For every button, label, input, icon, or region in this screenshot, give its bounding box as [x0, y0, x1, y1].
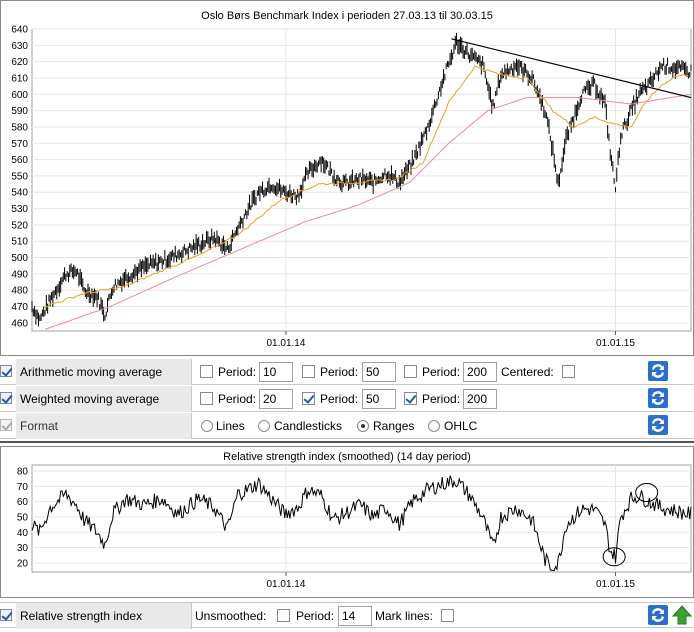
- price-y-tick-label: 560: [11, 155, 28, 166]
- weighted-ma-p2-input[interactable]: 50: [362, 389, 396, 409]
- format-ohlc-radio[interactable]: [428, 420, 440, 432]
- rsi-x-tick-label: 01.01.15: [596, 579, 635, 590]
- rsi-y-tick-label: 50: [17, 512, 29, 523]
- format-candlesticks-radio[interactable]: [258, 420, 270, 432]
- arith-ma-label: Arithmetic moving average: [16, 359, 192, 385]
- weighted-ma-toggle[interactable]: [0, 392, 12, 404]
- price-y-tick-label: 520: [11, 220, 28, 231]
- price-y-tick-label: 550: [11, 171, 28, 182]
- weighted-ma-p3-check[interactable]: [404, 392, 417, 405]
- arith-ma-row: Arithmetic moving average Period: 10 Per…: [0, 359, 694, 385]
- rsi-x-tick-label: 01.01.14: [266, 579, 305, 590]
- format-lines-radio[interactable]: [201, 420, 213, 432]
- price-y-tick-label: 570: [11, 139, 28, 150]
- trend-line: [451, 38, 692, 99]
- unsmoothed-check[interactable]: [277, 609, 290, 622]
- centered-label: Centered:: [501, 365, 554, 379]
- price-y-tick-label: 530: [11, 204, 28, 215]
- format-row: Format Lines Candlesticks Ranges OHLC: [0, 413, 694, 439]
- price-y-tick-label: 480: [11, 286, 28, 297]
- price-y-tick-label: 630: [11, 41, 28, 52]
- unsmoothed-label: Unsmoothed:: [195, 609, 267, 623]
- price-y-tick-label: 500: [11, 253, 28, 264]
- arith-ma-p3-check[interactable]: [404, 365, 417, 378]
- weighted-ma-p1-check[interactable]: [200, 392, 213, 405]
- price-range-bars: [31, 32, 692, 327]
- rsi-y-tick-label: 70: [17, 482, 29, 493]
- price-x-tick-label: 01.01.14: [266, 338, 305, 349]
- weighted-moving-average-200-line: [44, 93, 692, 330]
- format-label: Format: [16, 413, 192, 439]
- arith-ma-p2-input[interactable]: 50: [362, 362, 396, 382]
- rsi-chart: Relative strength index (smoothed) (14 d…: [0, 446, 694, 598]
- price-y-tick-label: 540: [11, 188, 28, 199]
- rsi-y-tick-label: 80: [17, 467, 29, 478]
- rsi-marker-circle: [602, 547, 626, 567]
- mark-lines-check[interactable]: [441, 609, 454, 622]
- format-ranges-radio[interactable]: [357, 420, 369, 432]
- arith-ma-p2-check[interactable]: [302, 365, 315, 378]
- refresh-icon[interactable]: [648, 415, 668, 435]
- centered-check[interactable]: [562, 365, 575, 378]
- rsi-label: Relative strength index: [16, 603, 192, 629]
- price-y-tick-label: 600: [11, 90, 28, 101]
- format-ohlc-label: OHLC: [444, 419, 478, 433]
- price-x-tick-label: 01.01.15: [596, 338, 635, 349]
- move-up-arrow-icon[interactable]: [672, 605, 692, 625]
- weighted-ma-p2-label: Period:: [320, 392, 359, 406]
- format-candlesticks-label: Candlesticks: [274, 419, 343, 433]
- arith-ma-p1-check[interactable]: [200, 365, 213, 378]
- format-toggle[interactable]: [0, 419, 12, 431]
- weighted-ma-p2-check[interactable]: [302, 392, 315, 405]
- refresh-icon[interactable]: [648, 605, 668, 625]
- rsi-period-label: Period:: [296, 609, 335, 623]
- rsi-y-tick-label: 30: [17, 543, 29, 554]
- rsi-period-input[interactable]: 14: [338, 606, 372, 626]
- price-y-tick-label: 620: [11, 57, 28, 68]
- price-chart: Oslo Børs Benchmark Index i perioden 27.…: [0, 0, 694, 356]
- arith-ma-p2-label: Period:: [320, 365, 359, 379]
- rsi-y-tick-label: 60: [17, 497, 29, 508]
- rsi-marker-circle: [635, 483, 659, 503]
- weighted-ma-p1-label: Period:: [218, 392, 257, 406]
- rsi-chart-svg: Relative strength index (smoothed) (14 d…: [17, 451, 692, 590]
- weighted-ma-row: Weighted moving average Period: 20 Perio…: [0, 386, 694, 412]
- price-chart-svg: Oslo Børs Benchmark Index i perioden 27.…: [11, 10, 692, 349]
- rsi-y-tick-label: 40: [17, 528, 29, 539]
- weighted-ma-label: Weighted moving average: [16, 386, 192, 412]
- mark-lines-label: Mark lines:: [375, 609, 434, 623]
- price-y-tick-label: 590: [11, 106, 28, 117]
- refresh-icon[interactable]: [648, 388, 668, 408]
- rsi-y-tick-label: 20: [17, 558, 29, 569]
- price-y-tick-label: 640: [11, 25, 28, 36]
- moving-average-50-line: [44, 65, 689, 308]
- rsi-toggle[interactable]: [0, 609, 12, 621]
- rsi-line: [31, 475, 692, 571]
- format-lines-label: Lines: [216, 419, 245, 433]
- rsi-row: Relative strength index Unsmoothed: Peri…: [0, 602, 694, 629]
- arith-ma-p3-label: Period:: [422, 365, 461, 379]
- format-ranges-label: Ranges: [373, 419, 415, 433]
- price-y-tick-label: 470: [11, 302, 28, 313]
- arith-ma-p1-label: Period:: [218, 365, 257, 379]
- section-divider: [0, 441, 694, 443]
- price-y-tick-label: 460: [11, 318, 28, 329]
- price-y-tick-label: 510: [11, 237, 28, 248]
- weighted-ma-p3-input[interactable]: 200: [463, 389, 497, 409]
- price-y-tick-label: 580: [11, 122, 28, 133]
- rsi-plot-frame: [31, 464, 692, 573]
- rsi-chart-title: Relative strength index (smoothed) (14 d…: [223, 451, 471, 463]
- refresh-icon[interactable]: [648, 361, 668, 381]
- weighted-ma-p1-input[interactable]: 20: [259, 389, 293, 409]
- price-y-tick-label: 610: [11, 73, 28, 84]
- price-chart-title: Oslo Børs Benchmark Index i perioden 27.…: [201, 10, 493, 22]
- arith-ma-p1-input[interactable]: 10: [259, 362, 293, 382]
- arith-ma-p3-input[interactable]: 200: [463, 362, 497, 382]
- weighted-ma-p3-label: Period:: [422, 392, 461, 406]
- arith-ma-toggle[interactable]: [0, 365, 12, 377]
- price-y-tick-label: 490: [11, 269, 28, 280]
